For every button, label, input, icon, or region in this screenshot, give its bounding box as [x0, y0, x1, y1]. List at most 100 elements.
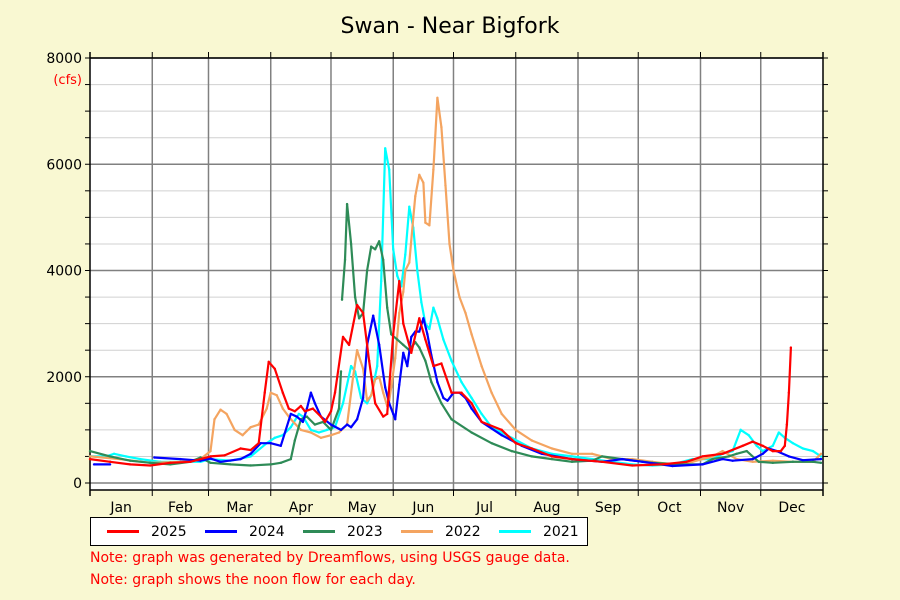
- data-point-2023: [345, 202, 349, 206]
- x-tick-label-sep: Sep: [595, 500, 622, 516]
- data-point-2021: [297, 412, 301, 416]
- data-point-2022: [355, 348, 359, 352]
- data-point-2023: [313, 423, 317, 426]
- data-point-2025: [600, 460, 604, 463]
- legend-swatch: [107, 530, 139, 533]
- data-point-2024: [301, 420, 305, 424]
- data-point-2021: [309, 428, 313, 432]
- data-point-2025: [249, 448, 252, 452]
- data-point-2022: [233, 428, 236, 432]
- data-point-2022: [751, 460, 754, 463]
- data-point-2021: [349, 364, 353, 368]
- data-point-2022: [428, 224, 431, 227]
- data-point-2021: [436, 317, 439, 320]
- data-point-2022: [365, 399, 369, 402]
- data-point-2023: [149, 461, 152, 465]
- data-point-2022: [309, 431, 313, 434]
- data-point-2025: [779, 449, 783, 453]
- legend-swatch: [303, 530, 335, 533]
- data-point-2025: [424, 338, 427, 341]
- legend-label: 2021: [543, 523, 579, 540]
- data-point-2021: [375, 364, 379, 368]
- data-point-2022: [257, 423, 260, 426]
- data-point-2025: [398, 279, 401, 283]
- legend-swatch: [205, 530, 237, 533]
- data-point-2024: [446, 399, 449, 402]
- legend-swatch: [499, 530, 531, 533]
- data-point-2023: [811, 460, 815, 463]
- data-point-2023: [249, 464, 252, 467]
- x-tick-label-jul: Jul: [475, 500, 493, 516]
- data-point-2021: [408, 205, 411, 208]
- data-point-2021: [450, 359, 453, 363]
- data-point-2023: [293, 439, 297, 442]
- data-point-2021: [379, 279, 383, 283]
- legend-label: 2025: [151, 523, 187, 540]
- data-point-2025: [410, 351, 413, 355]
- data-point-2022: [440, 125, 443, 129]
- legend-item-2024: 2024: [189, 524, 287, 540]
- data-point-2025: [741, 444, 744, 448]
- data-point-2021: [739, 428, 742, 432]
- data-point-2023: [470, 431, 473, 434]
- data-point-2024: [269, 441, 272, 445]
- data-point-2025: [239, 447, 242, 450]
- data-point-2021: [249, 455, 252, 458]
- data-point-2023: [570, 460, 574, 463]
- data-point-2025: [128, 463, 132, 466]
- y-tick-label: 6000: [46, 157, 82, 173]
- legend-label: 2024: [249, 523, 285, 540]
- data-point-2021: [404, 253, 407, 256]
- data-point-2025: [685, 460, 688, 463]
- data-point-2024: [92, 463, 96, 466]
- data-point-2023: [329, 428, 333, 432]
- data-point-2023: [128, 459, 132, 462]
- data-point-2022: [414, 194, 417, 198]
- data-point-2025: [293, 410, 297, 413]
- data-point-2022: [452, 269, 455, 272]
- data-point-2023: [279, 461, 282, 465]
- data-point-2023: [357, 317, 361, 320]
- data-point-2021: [771, 444, 774, 448]
- data-point-2023: [490, 441, 493, 445]
- series-line-2023: [340, 203, 822, 466]
- data-point-2023: [340, 298, 344, 301]
- data-point-2023: [771, 461, 774, 465]
- data-point-2021: [325, 428, 329, 432]
- x-tick-label-aug: Aug: [533, 500, 560, 516]
- legend-label: 2022: [445, 523, 481, 540]
- data-point-2025: [570, 457, 574, 461]
- data-point-2024: [209, 457, 212, 460]
- data-point-2024: [279, 444, 282, 448]
- data-point-2021: [124, 455, 128, 458]
- data-point-2022: [373, 378, 377, 381]
- data-point-2024: [731, 459, 734, 462]
- data-point-2024: [377, 343, 381, 347]
- x-tick-label-jan: Jan: [109, 500, 132, 516]
- data-point-2021: [289, 426, 293, 429]
- x-tick-label-apr: Apr: [289, 500, 313, 516]
- x-tick-label-nov: Nov: [717, 500, 744, 516]
- data-point-2021: [432, 306, 435, 309]
- legend-label: 2023: [347, 523, 383, 540]
- data-point-2022: [480, 364, 483, 368]
- data-point-2022: [398, 311, 401, 315]
- data-point-2025: [209, 455, 212, 458]
- data-point-2021: [811, 449, 815, 453]
- x-tick-label-feb: Feb: [168, 500, 193, 516]
- data-point-2023: [289, 457, 293, 461]
- data-point-2023: [757, 460, 760, 463]
- data-point-2025: [785, 423, 789, 426]
- data-point-2023: [382, 258, 385, 262]
- data-point-2022: [219, 408, 222, 411]
- data-point-2022: [265, 407, 268, 410]
- data-point-2023: [711, 457, 714, 461]
- data-point-2025: [355, 303, 359, 307]
- data-point-2021: [747, 433, 750, 437]
- data-point-2022: [432, 168, 435, 171]
- data-point-2025: [223, 454, 226, 457]
- data-point-2024: [339, 428, 343, 432]
- data-point-2023: [424, 359, 427, 363]
- data-point-2024: [249, 452, 252, 455]
